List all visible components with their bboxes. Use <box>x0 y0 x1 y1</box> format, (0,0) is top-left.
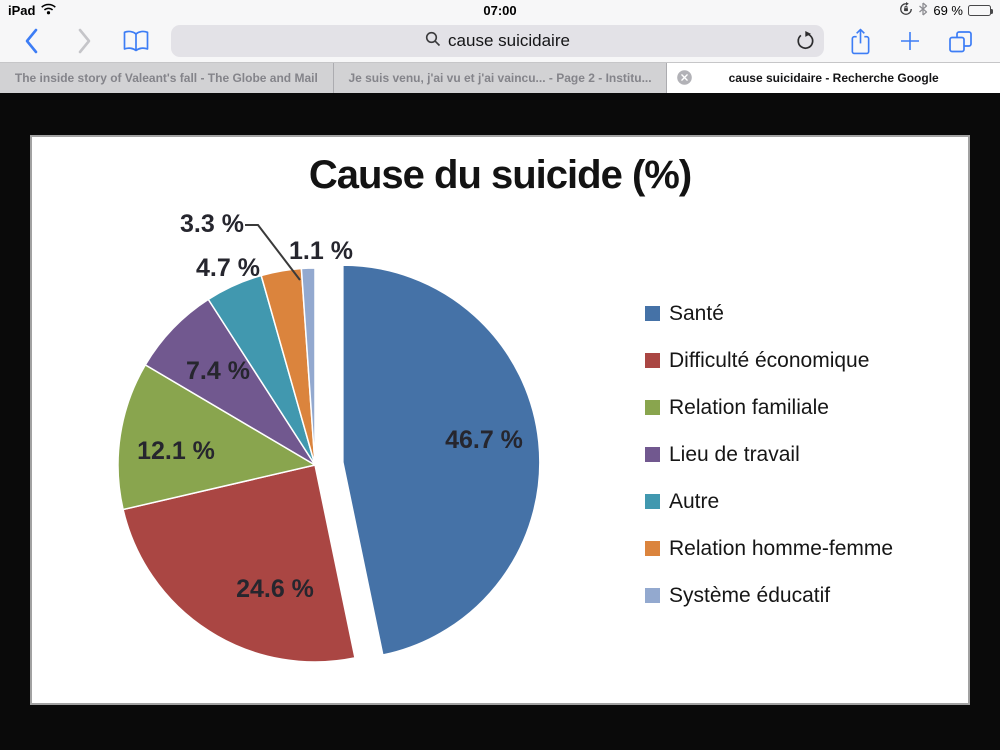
legend-item-sante: Santé <box>645 290 893 337</box>
tab-valeant[interactable]: The inside story of Valeant's fall - The… <box>0 63 334 93</box>
pie-slice-sante <box>342 264 541 656</box>
carrier-label: iPad <box>8 2 36 18</box>
battery-icon <box>968 4 993 16</box>
slice-label-autre: 4.7 % <box>196 254 260 282</box>
share-button[interactable] <box>849 27 872 56</box>
tab-bar: The inside story of Valeant's fall - The… <box>0 62 1000 93</box>
legend-item-difficulte-economique: Difficulté économique <box>645 337 893 384</box>
legend-label: Santé <box>669 301 724 325</box>
legend-swatch <box>645 400 660 415</box>
pie-chart: 46.7 % 24.6 % 12.1 % 7.4 % 4.7 % 3.3 % 1… <box>117 210 541 663</box>
close-tab-button[interactable] <box>677 70 693 85</box>
legend-swatch <box>645 494 660 509</box>
legend-swatch <box>645 306 660 321</box>
slice-label-relation-familiale: 12.1 % <box>137 437 215 465</box>
bluetooth-icon <box>918 2 928 19</box>
tab-title: The inside story of Valeant's fall - The… <box>14 71 318 85</box>
back-button[interactable] <box>24 28 38 54</box>
chart-legend: Santé Difficulté économique Relation fam… <box>645 290 893 619</box>
tabs-icon <box>949 30 972 52</box>
status-bar: iPad 07:00 <box>0 0 1000 20</box>
tabs-overview-button[interactable] <box>946 29 974 54</box>
slice-label-difficulte-economique: 24.6 % <box>236 575 314 603</box>
slice-label-sante: 46.7 % <box>445 426 523 454</box>
pie-slices <box>117 264 541 663</box>
safari-toolbar: cause suicidaire <box>0 20 1000 62</box>
close-icon <box>677 70 693 85</box>
slice-label-lieu-de-travail: 7.4 % <box>186 357 250 385</box>
legend-swatch <box>645 588 660 603</box>
chevron-left-icon <box>25 28 38 54</box>
tab-cause-suicidaire-active[interactable]: cause suicidaire - Recherche Google <box>667 63 1000 93</box>
legend-label: Système éducatif <box>669 583 831 607</box>
legend-swatch <box>645 447 660 462</box>
slice-label-relation-homme-femme: 3.3 % <box>180 210 244 238</box>
tab-title: cause suicidaire - Recherche Google <box>728 71 939 85</box>
status-left: iPad <box>8 0 57 20</box>
bookmarks-button[interactable] <box>122 29 150 54</box>
legend-label: Lieu de travail <box>669 442 800 466</box>
plus-icon <box>901 32 919 50</box>
pie-slice-difficulte-economique <box>122 464 356 663</box>
webpage-content: Cause du suicide (%) 46.7 % 24.6 % 12.1 … <box>0 93 1000 750</box>
legend-swatch <box>645 541 660 556</box>
tab-title: Je suis venu, j'ai vu et j'ai vaincu... … <box>348 71 652 85</box>
share-icon <box>851 28 870 54</box>
legend-label: Relation homme-femme <box>669 536 894 560</box>
pie-slice-systeme-educatif <box>300 267 316 466</box>
pie-slice-relation-familiale <box>117 363 317 511</box>
forward-button[interactable] <box>78 28 92 54</box>
legend-swatch <box>645 353 660 368</box>
legend-item-systeme-educatif: Système éducatif <box>645 572 893 619</box>
address-search-field[interactable]: cause suicidaire <box>171 25 824 57</box>
legend-label: Difficulté économique <box>669 348 870 372</box>
wifi-icon <box>40 2 57 18</box>
legend-item-lieu-de-travail: Lieu de travail <box>645 431 893 478</box>
search-query-text: cause suicidaire <box>448 31 570 50</box>
battery-percent-label: 69 % <box>933 2 963 18</box>
reload-icon <box>797 31 814 50</box>
open-book-icon <box>123 30 149 51</box>
rotation-lock-icon <box>899 1 913 19</box>
new-tab-button[interactable] <box>898 29 922 53</box>
legend-label: Relation familiale <box>669 395 829 419</box>
legend-item-autre: Autre <box>645 478 893 525</box>
legend-item-relation-familiale: Relation familiale <box>645 384 893 431</box>
leader-line-relation-homme-femme <box>245 224 301 281</box>
slice-label-systeme-educatif: 1.1 % <box>289 237 353 265</box>
clock: 07:00 <box>483 2 517 18</box>
pie-chart-image: Cause du suicide (%) 46.7 % 24.6 % 12.1 … <box>30 135 970 705</box>
legend-label: Autre <box>669 489 720 513</box>
reload-button[interactable] <box>796 31 816 56</box>
legend-item-relation-homme-femme: Relation homme-femme <box>645 525 893 572</box>
battery-nub <box>991 8 993 14</box>
chart-title: Cause du suicide (%) <box>308 153 692 197</box>
chevron-right-icon <box>78 28 91 54</box>
status-right: 69 % <box>899 0 994 20</box>
tab-je-suis-venu[interactable]: Je suis venu, j'ai vu et j'ai vaincu... … <box>334 63 668 93</box>
search-icon <box>425 31 441 52</box>
